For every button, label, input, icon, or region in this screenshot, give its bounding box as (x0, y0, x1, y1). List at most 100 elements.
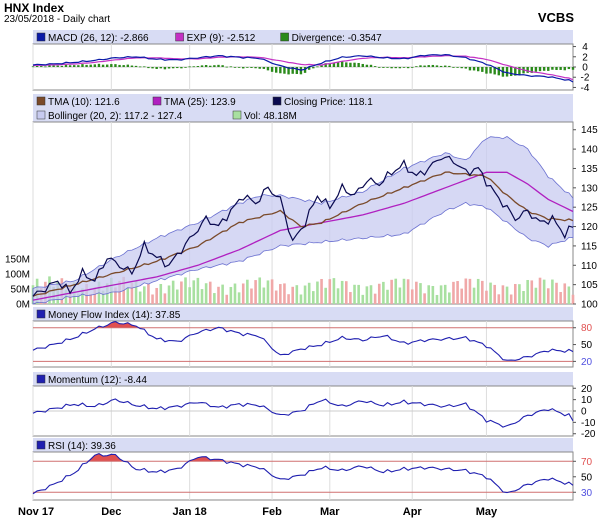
volume-bar (299, 294, 303, 304)
volume-bar (295, 285, 299, 304)
volume-tick-label: 0M (16, 300, 30, 311)
divergence-bar (266, 67, 270, 71)
legend-swatch (152, 96, 162, 106)
divergence-bar (114, 64, 117, 67)
legend-swatch (36, 309, 46, 319)
volume-bar (332, 278, 336, 304)
volume-bar (509, 294, 513, 304)
volume-bar (130, 282, 134, 304)
volume-bar (382, 281, 385, 304)
divergence-bar (163, 67, 167, 70)
volume-bar (336, 288, 340, 304)
volume-bar (237, 292, 241, 304)
y-tick-label: 115 (581, 241, 597, 252)
volume-bar (270, 279, 274, 304)
divergence-bar (509, 67, 513, 77)
volume-bar (64, 289, 68, 304)
divergence-bar (138, 66, 142, 68)
y-tick-label: -10 (581, 418, 596, 429)
divergence-bar (89, 64, 92, 67)
legend-label: Closing Price: 118.1 (284, 97, 373, 108)
volume-bar (266, 280, 270, 304)
volume-bar (344, 281, 348, 304)
divergence-bar (373, 66, 377, 67)
closing-price-line (32, 155, 574, 297)
volume-bar (303, 285, 307, 304)
y-tick-label: 135 (581, 164, 598, 175)
divergence-bar (493, 67, 496, 75)
legend-label: TMA (10): 121.6 (48, 97, 120, 108)
volume-bar (464, 278, 468, 304)
volume-bar (476, 278, 480, 304)
volume-bar (155, 287, 158, 304)
volume-bar (171, 280, 175, 304)
divergence-bar (551, 67, 554, 70)
divergence-bar (419, 65, 422, 67)
volume-bar (513, 283, 517, 304)
divergence-bar (485, 67, 488, 74)
divergence-bar (40, 66, 43, 67)
divergence-bar (73, 65, 76, 67)
volume-bar (472, 287, 476, 304)
x-tick-label: Apr (403, 506, 423, 518)
divergence-bar (542, 67, 546, 71)
macd-header-bg (33, 30, 573, 44)
volume-bar (563, 283, 567, 304)
volume-bar (546, 288, 550, 304)
divergence-bar (369, 64, 373, 67)
legend-swatch (232, 110, 242, 120)
volume-bar (258, 277, 262, 304)
y-tick-label: -2 (581, 73, 590, 84)
volume-bar (316, 281, 319, 304)
divergence-bar (291, 67, 294, 74)
volume-bar (373, 293, 377, 304)
y-tick-label: 20 (581, 384, 593, 395)
divergence-bar (464, 67, 468, 69)
volume-bar (188, 287, 191, 304)
y-tick-label: 0 (582, 63, 588, 74)
volume-tick-label: 50M (11, 285, 30, 296)
divergence-bar (435, 65, 439, 67)
y-tick-label: 120 (581, 222, 598, 233)
divergence-bar (472, 67, 476, 71)
y-tick-label: 20 (581, 357, 593, 368)
divergence-bar (250, 67, 253, 68)
y-tick-label: 4 (582, 42, 588, 53)
divergence-bar (303, 67, 307, 73)
price-panel: 145 140 135 130 125 120 115 110 105 100 (31, 121, 598, 311)
divergence-bar (365, 64, 369, 67)
volume-bar (312, 291, 315, 304)
volume-bar (452, 281, 455, 304)
divergence-bar (505, 67, 509, 77)
volume-bar (192, 280, 196, 304)
volume-bar (142, 286, 146, 304)
volume-bar (93, 287, 97, 304)
divergence-bar (229, 66, 233, 68)
volume-bar (77, 293, 80, 304)
volume-bar (89, 294, 93, 304)
divergence-bar (460, 67, 463, 69)
divergence-bar (340, 61, 344, 67)
divergence-bar (415, 66, 418, 68)
divergence-bar (60, 65, 64, 67)
y-tick-label: -20 (581, 429, 596, 440)
divergence-bar (398, 67, 402, 69)
divergence-bar (134, 65, 138, 67)
rsi-panel: 70 50 30 (32, 451, 593, 501)
divergence-bar (118, 64, 121, 67)
divergence-bar (324, 63, 327, 67)
volume-bar (184, 277, 187, 304)
divergence-bar (287, 67, 290, 75)
volume-bar (390, 279, 393, 304)
divergence-bar (126, 64, 130, 67)
macd-panel: 420-2-4 (31, 42, 590, 94)
volume-bar (208, 281, 212, 304)
volume-bar (386, 289, 389, 304)
divergence-bar (411, 67, 414, 68)
y-tick-label: 0 (581, 407, 587, 418)
divergence-bar (167, 67, 171, 69)
divergence-bar (213, 65, 216, 67)
volume-bar (377, 283, 381, 304)
